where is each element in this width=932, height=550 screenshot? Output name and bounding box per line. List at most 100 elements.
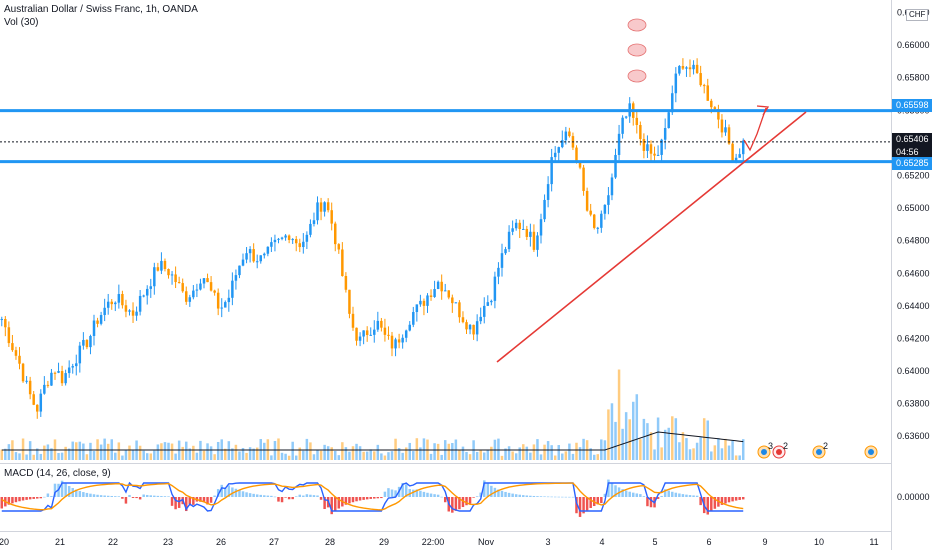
time-tick-label: 26 [216,537,226,547]
time-axis[interactable]: 20 21 22 23 26 27 28 29 22:00 Nov 3 4 5 6 9 10 11 [0,537,879,547]
candle-down [635,117,639,125]
macd-hist-bar [571,496,575,498]
candle-up [114,302,117,305]
time-tick-label: 4 [599,537,604,547]
countdown-tag: 04:56 [892,146,932,159]
symbol-legend[interactable]: Australian Dollar / Swiss Franc, 1h, OAN… [4,4,198,15]
candle-down [472,324,475,335]
candle-up [734,157,738,161]
macd-hist-bar [114,496,117,497]
candle-up [600,213,603,228]
price-axis[interactable]: 0.662000.660000.658000.656000.654000.652… [897,8,930,442]
macd-hist-bar [511,493,514,497]
volume-bar [319,450,323,460]
projection-arrow[interactable] [743,107,767,152]
macd-hist-bar [731,497,734,502]
volume-bar [103,438,106,460]
candle-up [433,289,436,297]
macd-signal-line [1,482,744,511]
candle-down [688,67,692,70]
volume-bar [433,443,436,460]
time-tick-label: 22:00 [422,537,445,547]
volume-bar [167,442,170,460]
candle-up [443,290,447,292]
candle-down [518,222,521,230]
volume-bar [507,446,511,460]
macd-hist-bar [177,497,181,508]
volume-bar [206,443,209,460]
candle-up [106,301,110,308]
candle-down [710,100,713,108]
candle-down [32,394,35,405]
volume-bars [0,369,745,460]
volume-bar [706,420,709,460]
volume-bar [610,403,614,460]
volume-bar [326,446,330,460]
candle-up [153,267,156,287]
macd-legend[interactable]: MACD (14, 26, close, 9) [4,468,111,479]
event-markers[interactable]: 3 2 2 [757,441,878,459]
volume-bar [231,448,234,460]
macd-hist-bar [216,489,220,497]
macd-hist-bar [259,494,262,497]
macd-hist-bar [546,496,550,498]
macd-hist-bar [486,483,490,497]
candle-up [135,311,138,316]
volume-bar [92,451,96,460]
candle-up [454,302,458,304]
candle-down [334,223,337,245]
candle-down [592,214,596,228]
volume-bar [128,445,131,460]
candle-up [71,366,74,368]
ellipse-marker[interactable] [627,18,647,32]
candle-up [536,235,539,250]
candle-up [543,199,546,220]
price-tick-label: 0.64800 [897,236,930,246]
candle-up [692,64,695,70]
volume-bar [67,448,71,460]
volume-legend[interactable]: Vol (30) [4,17,39,28]
volume-bar [741,439,745,460]
event-count: 2 [783,441,788,451]
candlestick-series[interactable] [0,58,745,419]
candle-up [419,300,422,305]
candle-up [553,152,557,158]
candle-down [96,320,99,324]
macd-hist-bar [507,492,511,497]
ellipse-marker[interactable] [627,69,647,83]
candle-up [199,283,202,290]
candle-up [231,280,234,298]
price-tick-label: 0.63600 [897,431,930,441]
volume-bar [284,453,287,460]
candle-down [216,292,220,309]
candle-up [266,246,270,254]
macd-hist-bar [404,484,408,497]
candle-up [362,330,365,337]
time-tick-label: 27 [269,537,279,547]
time-tick-label: 5 [652,537,657,547]
volume-bar [695,442,699,460]
macd-hist-bar [330,497,333,515]
candle-down [46,384,50,386]
ellipse-marker[interactable] [627,43,647,57]
volume-bar [412,451,415,460]
candle-up [436,281,440,290]
candle-down [36,404,39,412]
dividend-event-dot [761,449,767,455]
trendline[interactable] [496,111,807,363]
candle-down [351,313,355,328]
volume-bar [632,401,635,460]
candle-up [671,93,674,113]
candle-down [110,301,113,305]
candle-up [220,307,223,309]
macd-hist-bar [39,497,43,499]
candle-down [337,244,341,250]
volume-bar [213,454,216,460]
macd-hist-bar [522,495,525,497]
currency-badge[interactable]: CHF [906,9,929,21]
macd-hist-bar [106,495,110,497]
volume-bar [163,442,167,460]
macd-hist-bar [344,497,348,505]
candle-up [117,294,121,303]
